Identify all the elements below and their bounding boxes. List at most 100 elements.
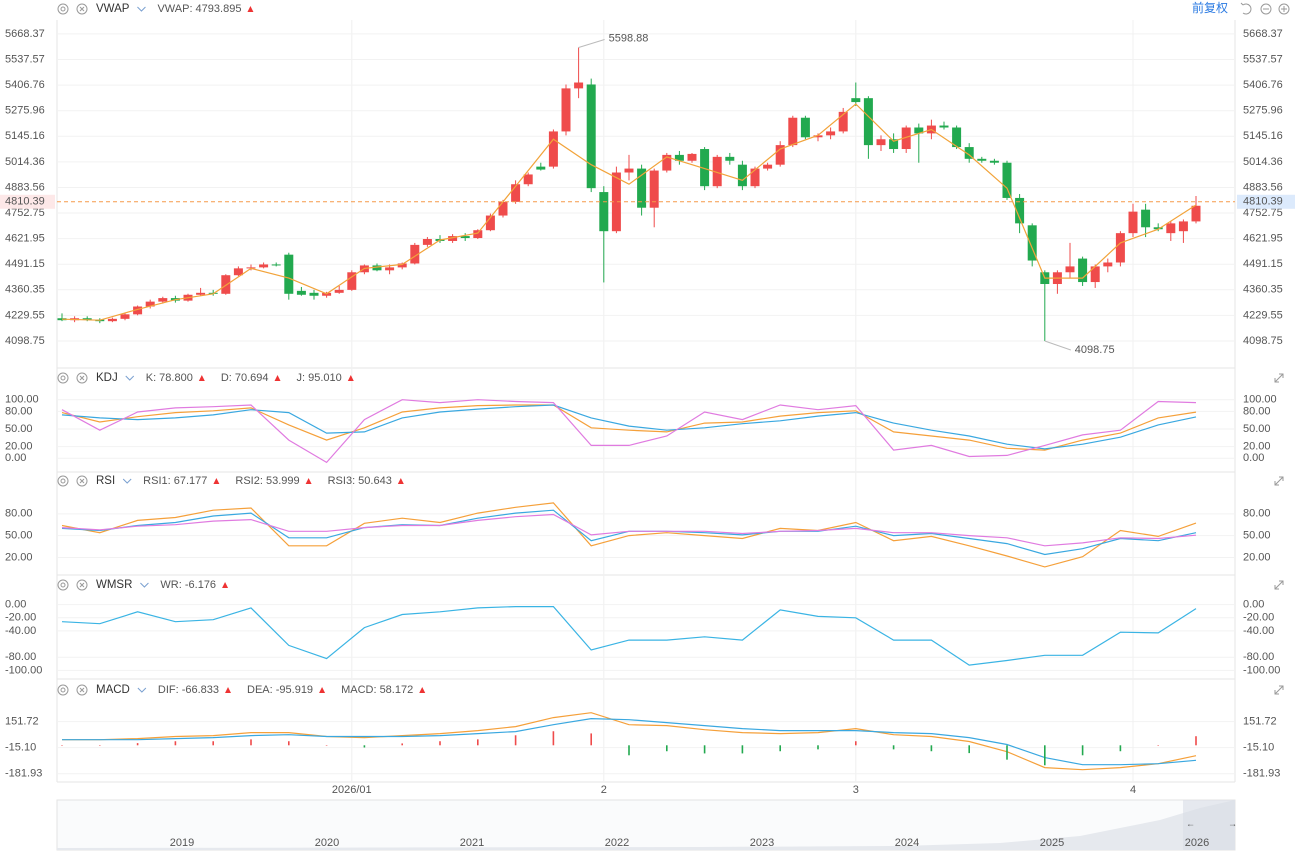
navigator-year: 2024: [895, 837, 919, 849]
candle-body: [1002, 162, 1012, 198]
y-tick-label: 4098.75: [5, 335, 45, 347]
settings-icon[interactable]: [57, 475, 69, 487]
candle-body: [221, 275, 231, 294]
settings-icon[interactable]: [57, 3, 69, 15]
y-tick-label: 0.00: [5, 598, 26, 610]
indicator-title[interactable]: KDJ: [96, 372, 118, 384]
indicator-line: [61, 399, 1197, 464]
close-icon[interactable]: [76, 475, 88, 487]
maximize-icon[interactable]: [1274, 373, 1284, 383]
close-icon[interactable]: [76, 3, 88, 15]
dropdown-chevron[interactable]: [125, 375, 135, 381]
candle-body: [1115, 233, 1125, 263]
maximize-icon[interactable]: [1274, 580, 1284, 590]
y-tick-label: 50.00: [5, 423, 33, 435]
zoom-out-icon[interactable]: [1260, 3, 1272, 15]
candle-body: [133, 306, 143, 315]
macd-bar: [250, 739, 252, 746]
dropdown-chevron[interactable]: [137, 687, 147, 693]
indicator-title[interactable]: MACD: [96, 684, 130, 696]
candle-body: [385, 267, 395, 271]
dropdown-chevron[interactable]: [137, 6, 146, 12]
up-arrow: [319, 687, 326, 693]
macd-bar: [703, 745, 706, 754]
y-tick-label-right: 5275.96: [1243, 105, 1283, 117]
candle-body: [372, 265, 382, 271]
candle-body: [1090, 266, 1100, 283]
dropdown-chevron[interactable]: [122, 478, 132, 484]
macd-bar: [855, 741, 857, 746]
navigator[interactable]: ← →: [56, 799, 1237, 851]
candle-body: [485, 215, 495, 231]
navigator-handle[interactable]: →: [1228, 818, 1237, 828]
y-tick-label: -181.93: [5, 768, 42, 780]
adjust-button[interactable]: 前复权: [1192, 0, 1228, 15]
candle-body: [649, 170, 659, 208]
indicator-icons: [57, 3, 88, 15]
candle-body: [498, 201, 508, 216]
candle-body: [561, 88, 571, 132]
candle-body: [158, 298, 168, 302]
y-tick-label: -15.10: [5, 742, 36, 754]
legend-label: RSI2: 53.999: [235, 475, 299, 487]
y-tick-label-right: -181.93: [1243, 768, 1280, 780]
candle-body: [82, 318, 92, 320]
candle-body: [700, 149, 710, 187]
candle-body: [548, 131, 558, 167]
legend-label: RSI3: 50.643: [328, 475, 392, 487]
zoom-in-icon[interactable]: [1278, 3, 1290, 15]
candle-body: [939, 125, 949, 128]
settings-icon-core: [60, 6, 66, 12]
last-price-label: 4810.39: [5, 196, 45, 208]
y-tick-label: 4360.35: [5, 284, 45, 296]
navigator-handle[interactable]: ←: [1186, 818, 1195, 828]
y-tick-label-right: 5537.57: [1243, 53, 1283, 65]
settings-icon[interactable]: [57, 579, 69, 591]
candle-body: [1078, 258, 1088, 283]
candle-body: [989, 160, 999, 163]
navigator-window[interactable]: [1183, 800, 1235, 850]
close-icon-x: [79, 582, 85, 588]
settings-icon[interactable]: [57, 372, 69, 384]
candle-body: [662, 154, 672, 171]
maximize-icon[interactable]: [1274, 476, 1284, 486]
macd-bar: [779, 745, 781, 752]
undo-icon[interactable]: [1240, 2, 1252, 15]
candle-body: [422, 239, 432, 245]
candle-body: [1141, 209, 1151, 228]
macd-bar: [1006, 745, 1008, 760]
maximize-icon[interactable]: [1274, 685, 1284, 695]
candle-body: [851, 98, 861, 103]
y-tick-label: 20.00: [5, 440, 33, 452]
dropdown-chevron[interactable]: [140, 582, 149, 588]
y-tick-label-right: 4883.56: [1243, 181, 1283, 193]
close-icon[interactable]: [76, 579, 88, 591]
candle-body: [1128, 211, 1138, 234]
y-tick-label-right: 50.00: [1243, 530, 1271, 542]
candle-body: [1103, 262, 1113, 267]
y-tick-label-right: 50.00: [1243, 423, 1271, 435]
candle-body: [347, 272, 357, 290]
macd-bar: [1081, 745, 1084, 756]
macd-bar: [666, 745, 668, 752]
y-tick-label: 4752.75: [5, 207, 45, 219]
candle-body: [863, 98, 873, 146]
indicator-title[interactable]: WMSR: [96, 579, 132, 591]
indicator-title[interactable]: VWAP: [96, 3, 130, 15]
close-icon-x: [79, 6, 85, 12]
y-tick-label-right: 20.00: [1243, 440, 1271, 452]
settings-icon[interactable]: [57, 684, 69, 696]
candle-body: [1027, 225, 1037, 261]
candle-body: [1166, 223, 1176, 234]
macd-bar: [930, 745, 933, 752]
candle-body: [271, 264, 281, 266]
indicator-line: [61, 502, 1197, 568]
y-tick-label-right: -80.00: [1243, 651, 1274, 663]
up-arrow: [222, 582, 229, 588]
indicator-icons: [57, 372, 88, 384]
up-arrow: [347, 375, 354, 381]
indicator-title[interactable]: RSI: [96, 475, 115, 487]
close-icon[interactable]: [76, 684, 88, 696]
close-icon[interactable]: [76, 372, 88, 384]
